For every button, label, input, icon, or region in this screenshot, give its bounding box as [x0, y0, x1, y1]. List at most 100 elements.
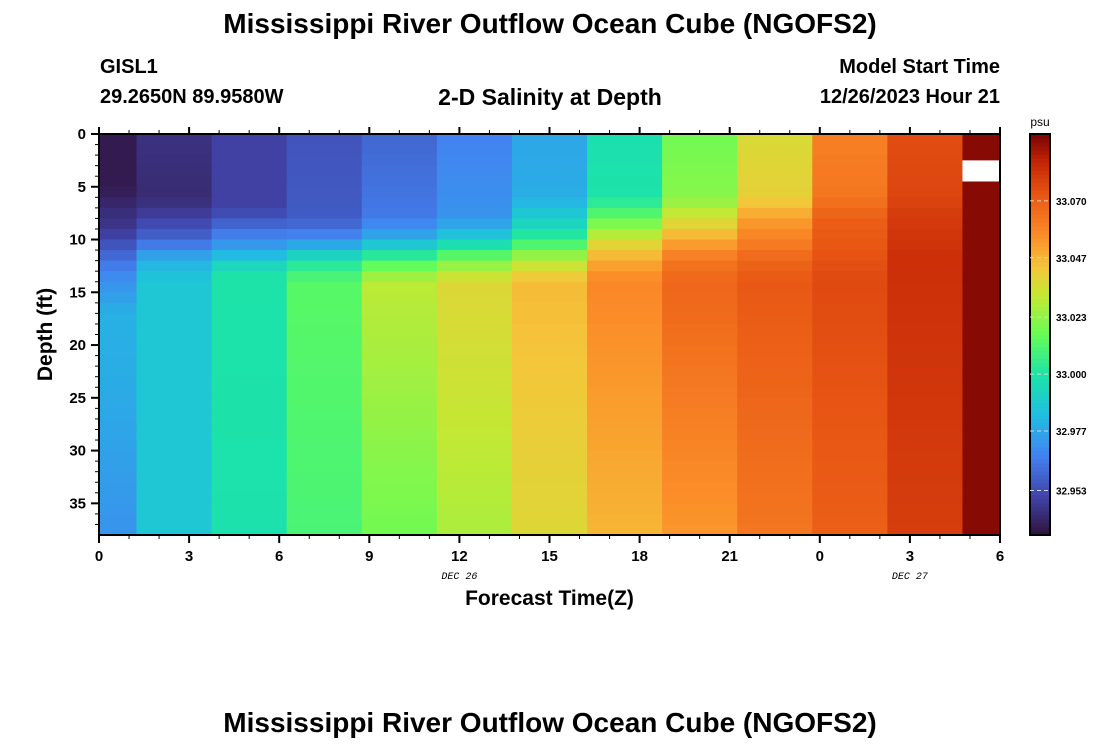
- heatmap-cell: [211, 482, 288, 494]
- heatmap-cell: [136, 218, 213, 230]
- x-tick-label: 18: [631, 548, 648, 565]
- heatmap-cell: [136, 355, 213, 367]
- heatmap-cell: [737, 334, 813, 346]
- heatmap-cell: [361, 492, 438, 504]
- heatmap-cell: [662, 176, 738, 188]
- heatmap-cell: [99, 197, 138, 209]
- heatmap-cell: [887, 144, 964, 156]
- heatmap-cell: [662, 345, 738, 357]
- heatmap-cell: [286, 482, 363, 494]
- heatmap-cell: [962, 239, 1001, 251]
- colorbar-swatch: [1030, 410, 1050, 416]
- heatmap-cell: [99, 345, 138, 357]
- heatmap-cell: [136, 176, 213, 188]
- colorbar-swatch: [1030, 502, 1050, 508]
- heatmap-cell: [286, 239, 363, 251]
- heatmap-cell: [361, 292, 438, 304]
- colorbar-swatch: [1030, 310, 1050, 316]
- heatmap-cell: [662, 218, 738, 230]
- heatmap-cell: [211, 292, 288, 304]
- heatmap-cell: [99, 207, 138, 220]
- colorbar: psu 32.953 32.977 33.000 33.023 33.047 33.070: [1029, 115, 1087, 536]
- heatmap-cell: [962, 482, 1001, 494]
- colorbar-swatch: [1030, 158, 1050, 163]
- colorbar-swatch: [1030, 298, 1050, 304]
- heatmap-cell: [211, 345, 288, 357]
- heatmap-cell: [587, 228, 663, 241]
- heatmap-cell: [136, 471, 213, 483]
- heatmap-cell: [662, 155, 738, 167]
- heatmap-cell: [436, 345, 513, 357]
- heatmap-cell: [99, 302, 138, 314]
- heatmap-cell: [962, 513, 1001, 526]
- heatmap-cell: [511, 155, 588, 167]
- colorbar-swatch: [1030, 250, 1050, 255]
- heatmap-cell: [587, 323, 663, 336]
- heatmap-cell: [99, 134, 138, 146]
- colorbar-swatch: [1030, 242, 1050, 247]
- heatmap-cell: [286, 271, 363, 283]
- heatmap-cell: [737, 292, 813, 304]
- heatmap-cell: [99, 292, 138, 304]
- colorbar-swatch: [1030, 258, 1050, 263]
- heatmap-cell: [812, 144, 888, 156]
- heatmap-cell: [99, 355, 138, 367]
- heatmap-cell: [662, 376, 738, 388]
- heatmap-cell: [436, 418, 513, 431]
- colorbar-swatch: [1030, 286, 1050, 291]
- heatmap-cell: [436, 218, 513, 230]
- colorbar-swatch: [1030, 342, 1050, 348]
- heatmap-cell: [812, 281, 888, 293]
- heatmap-cell: [511, 503, 588, 515]
- heatmap-cell: [361, 355, 438, 367]
- heatmap-cell: [812, 418, 888, 431]
- heatmap-cell: [587, 524, 663, 536]
- heatmap-cell: [962, 450, 1001, 462]
- heatmap-cell: [812, 313, 888, 325]
- heatmap-cell: [812, 492, 888, 504]
- heatmap-cell: [361, 260, 438, 272]
- heatmap-cell: [962, 228, 1001, 241]
- heatmap-cell: [812, 176, 888, 188]
- heatmap-cell: [662, 492, 738, 504]
- heatmap-cell: [511, 292, 588, 304]
- x-date-label: DEC 26: [441, 572, 477, 583]
- heatmap-cell: [737, 513, 813, 526]
- heatmap-cell: [587, 503, 663, 515]
- heatmap-cell: [511, 134, 588, 146]
- heatmap-cell: [211, 281, 288, 293]
- heatmap-cell: [812, 366, 888, 378]
- colorbar-swatch: [1030, 326, 1050, 332]
- heatmap-cell: [662, 503, 738, 515]
- heatmap-cell: [436, 165, 513, 177]
- colorbar-swatch: [1030, 422, 1050, 428]
- colorbar-swatch: [1030, 506, 1050, 512]
- heatmap-cell: [286, 313, 363, 325]
- heatmap-cell: [887, 408, 964, 420]
- heatmap-cell: [737, 492, 813, 504]
- heatmap-cell: [962, 271, 1001, 283]
- colorbar-swatch: [1030, 154, 1050, 159]
- heatmap-cell: [436, 513, 513, 526]
- heatmap-cell: [436, 281, 513, 293]
- heatmap-cell: [587, 134, 663, 146]
- heatmap-cell: [662, 429, 738, 441]
- heatmap-cell: [436, 155, 513, 167]
- heatmap-cell: [962, 186, 1001, 198]
- heatmap-cell: [587, 387, 663, 399]
- heatmap-cell: [887, 302, 964, 314]
- colorbar-tick-label: 33.070: [1056, 197, 1087, 208]
- heatmap-cell: [737, 408, 813, 420]
- heatmap-cell: [211, 228, 288, 241]
- heatmap-cell: [587, 292, 663, 304]
- heatmap-cell: [511, 271, 588, 283]
- heatmap-cell: [361, 461, 438, 473]
- heatmap-cell: [211, 366, 288, 378]
- heatmap-cell: [737, 429, 813, 441]
- heatmap-cell: [211, 387, 288, 399]
- heatmap-cell: [286, 408, 363, 420]
- heatmap-cell: [962, 323, 1001, 336]
- heatmap-cell: [812, 513, 888, 526]
- heatmap-cell: [136, 186, 213, 198]
- heatmap-cell: [99, 165, 138, 177]
